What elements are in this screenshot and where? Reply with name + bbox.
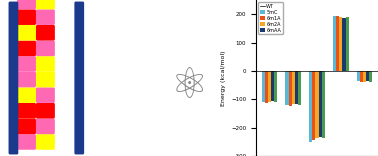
Bar — [322, 71, 325, 138]
FancyBboxPatch shape — [36, 9, 55, 25]
Y-axis label: Energy (kcal/mol): Energy (kcal/mol) — [221, 50, 226, 106]
FancyBboxPatch shape — [17, 41, 36, 56]
FancyBboxPatch shape — [36, 25, 55, 41]
Bar — [265, 71, 268, 103]
FancyBboxPatch shape — [36, 103, 55, 119]
Bar — [288, 71, 292, 106]
FancyBboxPatch shape — [36, 41, 55, 56]
FancyBboxPatch shape — [36, 0, 55, 9]
FancyBboxPatch shape — [74, 2, 84, 154]
FancyBboxPatch shape — [17, 25, 36, 41]
Bar — [339, 17, 342, 71]
FancyBboxPatch shape — [36, 72, 55, 87]
FancyBboxPatch shape — [36, 134, 55, 150]
FancyBboxPatch shape — [17, 72, 36, 87]
FancyBboxPatch shape — [17, 103, 36, 119]
Bar — [319, 71, 322, 137]
FancyBboxPatch shape — [17, 56, 36, 72]
Bar — [333, 16, 336, 71]
Bar — [292, 71, 295, 104]
FancyBboxPatch shape — [17, 87, 36, 103]
FancyBboxPatch shape — [17, 119, 36, 134]
Bar — [369, 71, 372, 82]
Bar — [357, 71, 360, 81]
Bar — [345, 17, 349, 71]
FancyBboxPatch shape — [36, 87, 55, 103]
Text: ⚛: ⚛ — [170, 65, 208, 107]
Bar — [360, 71, 363, 82]
Bar — [366, 71, 369, 81]
FancyBboxPatch shape — [17, 9, 36, 25]
FancyBboxPatch shape — [9, 2, 18, 154]
Bar — [262, 71, 265, 102]
Bar — [342, 18, 345, 71]
Legend: WT, 5mC, 6m1A, 6m2A, 6mAA: WT, 5mC, 6m1A, 6m2A, 6mAA — [259, 2, 283, 34]
Bar — [312, 71, 316, 140]
FancyBboxPatch shape — [36, 119, 55, 134]
Bar — [285, 71, 288, 105]
Bar — [268, 71, 271, 102]
FancyBboxPatch shape — [17, 134, 36, 150]
Bar — [271, 71, 274, 101]
FancyBboxPatch shape — [36, 56, 55, 72]
Bar — [363, 71, 366, 82]
Bar — [274, 71, 277, 102]
Bar — [336, 16, 339, 71]
FancyBboxPatch shape — [17, 0, 36, 9]
Bar — [295, 71, 298, 104]
Bar — [316, 71, 319, 138]
Bar — [298, 71, 301, 105]
Bar — [309, 71, 312, 142]
